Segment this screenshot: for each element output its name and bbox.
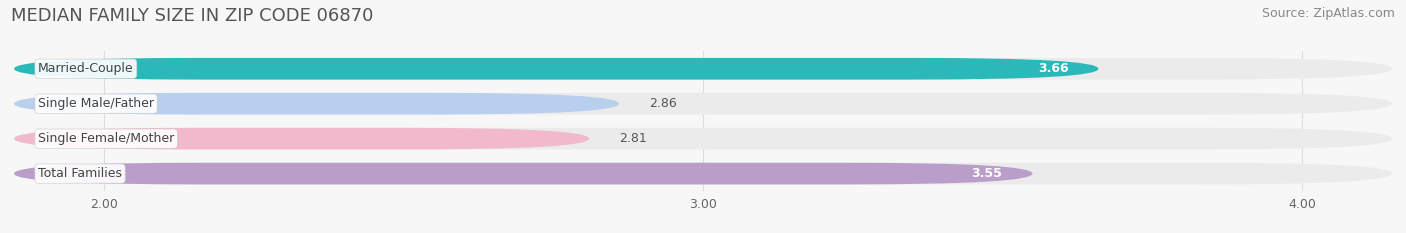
Text: 3.55: 3.55: [972, 167, 1002, 180]
Text: 2.86: 2.86: [650, 97, 676, 110]
Text: Total Families: Total Families: [38, 167, 122, 180]
FancyBboxPatch shape: [14, 163, 1392, 185]
Text: Single Female/Mother: Single Female/Mother: [38, 132, 174, 145]
FancyBboxPatch shape: [14, 93, 619, 115]
FancyBboxPatch shape: [14, 58, 1392, 80]
Text: Source: ZipAtlas.com: Source: ZipAtlas.com: [1261, 7, 1395, 20]
Text: 3.66: 3.66: [1038, 62, 1069, 75]
FancyBboxPatch shape: [14, 128, 1392, 150]
Text: MEDIAN FAMILY SIZE IN ZIP CODE 06870: MEDIAN FAMILY SIZE IN ZIP CODE 06870: [11, 7, 374, 25]
Text: 2.81: 2.81: [619, 132, 647, 145]
FancyBboxPatch shape: [14, 163, 1032, 185]
Text: Married-Couple: Married-Couple: [38, 62, 134, 75]
Text: Single Male/Father: Single Male/Father: [38, 97, 155, 110]
FancyBboxPatch shape: [14, 93, 1392, 115]
FancyBboxPatch shape: [14, 58, 1098, 80]
FancyBboxPatch shape: [14, 128, 589, 150]
